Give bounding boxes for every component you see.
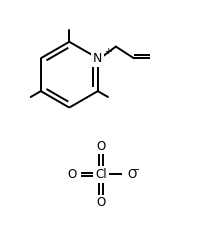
Text: −: − [132,165,140,175]
Text: O: O [128,168,137,181]
Text: O: O [97,140,106,153]
Text: O: O [68,168,77,181]
Text: O: O [97,196,106,209]
Text: N: N [93,52,103,65]
Text: +: + [104,47,112,56]
Text: Cl: Cl [95,168,107,181]
